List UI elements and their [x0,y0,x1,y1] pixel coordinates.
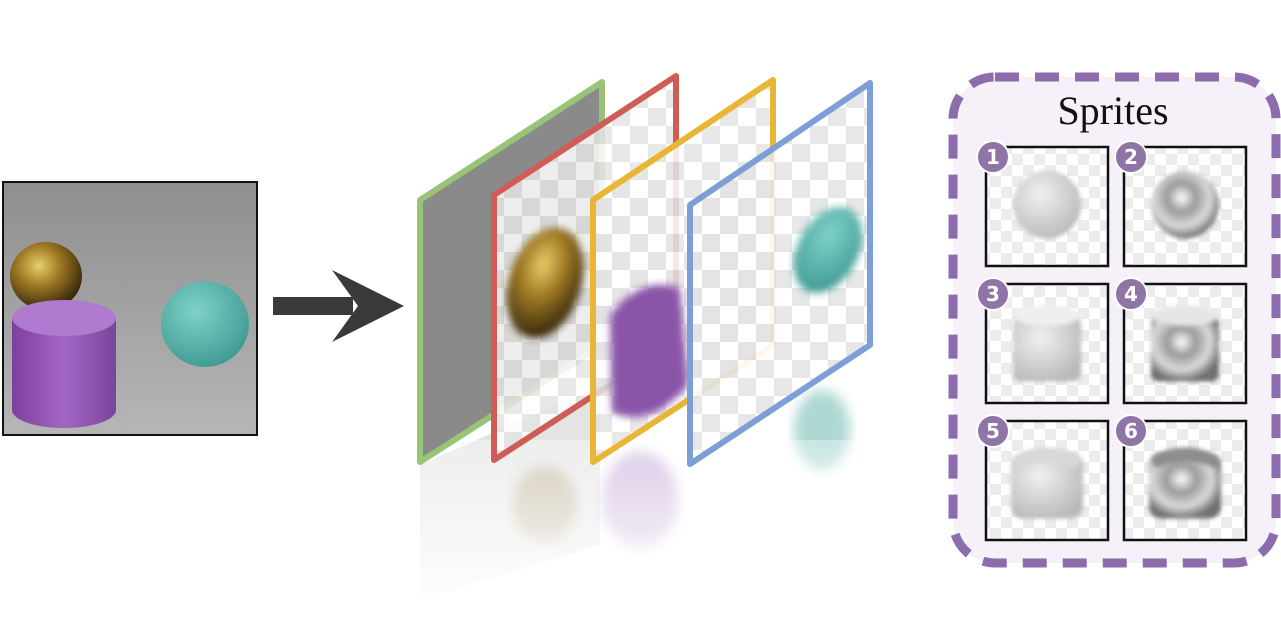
sprite-cell-2: 2 [1114,140,1248,268]
sprite-number-badge [1114,140,1148,174]
sprite-cylinder-matte [1013,305,1081,382]
sprite-cell-5: 5 [976,414,1110,542]
input-scene-image [2,181,258,436]
sprite-cylinder-metal [1151,305,1219,382]
sprite-number-badge [976,140,1010,174]
sprite-number-badge [1114,277,1148,311]
sprite-number-label: 6 [1124,419,1138,443]
sprite-number-label: 2 [1124,145,1138,169]
sprite-cell-4: 4 [1114,277,1248,405]
sprites-panel: Sprites 1 2 3 4 5 6 [948,72,1281,568]
sprite-number-label: 1 [986,145,1000,169]
arrow-icon [273,270,404,342]
sprite-sphere-metal [1151,170,1219,239]
sprites-title: Sprites [1057,88,1168,133]
sprite-cube-metal [1149,447,1221,519]
sprite-grid: 1 2 3 4 5 6 [976,140,1248,542]
layer-reflections [410,385,880,610]
sprite-number-label: 5 [986,419,1000,443]
sprite-cell-6: 6 [1114,414,1248,542]
gold-sphere [10,242,82,310]
sprite-cube-matte [1011,447,1083,519]
sprite-sphere-matte [1013,170,1081,239]
layer-cyan-sphere [687,80,873,467]
sprite-number-label: 3 [986,282,1000,306]
sprite-cell-1: 1 [976,140,1110,268]
purple-cylinder [12,300,116,428]
sprite-number-label: 4 [1124,282,1138,306]
sprite-number-badge [1114,414,1148,448]
sprite-number-badge [976,277,1010,311]
sprite-number-badge [976,414,1010,448]
cyan-sphere [161,281,249,367]
sprite-cell-3: 3 [976,277,1110,405]
